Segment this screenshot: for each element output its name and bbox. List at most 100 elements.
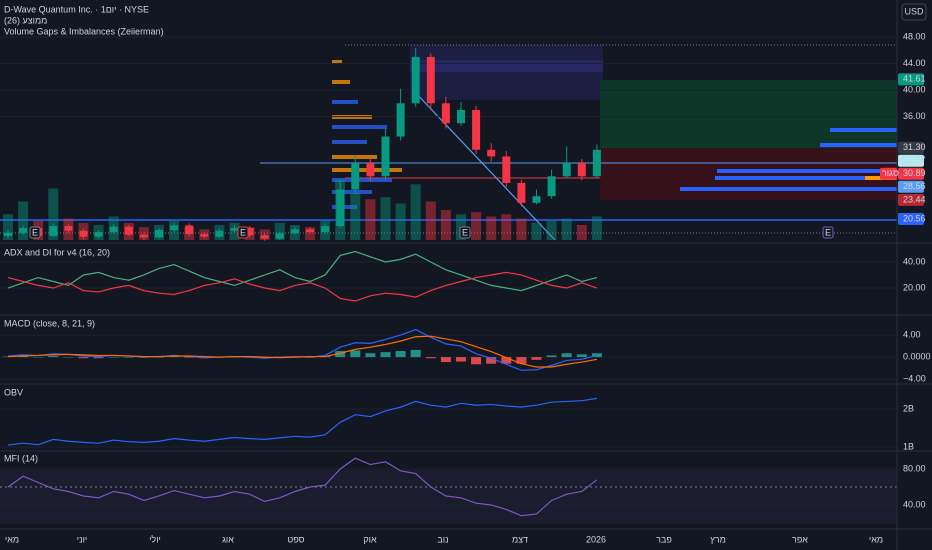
candle-body [155, 230, 163, 238]
indicator-line [7, 250, 598, 292]
y-tick-label: 48.00 [903, 31, 926, 41]
volume-bar [516, 218, 527, 240]
price-badge [898, 154, 924, 167]
earnings-label: E [462, 227, 468, 237]
y-tick-label: 2B [903, 403, 914, 413]
price-badge [898, 213, 924, 226]
histogram-bar [456, 357, 466, 362]
candle-body [185, 225, 194, 235]
candle-body [4, 232, 12, 237]
candle-body [215, 230, 224, 237]
candle-body [487, 149, 496, 157]
y-tick-label: 40.00 [903, 256, 926, 266]
volume-bar [425, 201, 436, 240]
price-badge-label: 31.27 [903, 155, 926, 165]
x-tick-label: ספט [287, 534, 304, 544]
target-zone [600, 80, 897, 148]
imbalance-zone [410, 45, 603, 100]
x-tick-label: מרץ [710, 534, 726, 544]
pane-title: OBV [4, 387, 23, 397]
volume-bar [365, 199, 376, 240]
histogram-bar [350, 350, 361, 358]
earnings-label: E [32, 227, 38, 237]
candle-body [290, 229, 299, 234]
volume-bar [501, 214, 512, 240]
histogram-bar [365, 353, 376, 358]
candle-body [532, 196, 541, 203]
currency-box[interactable] [901, 3, 927, 21]
histogram-bar [471, 357, 482, 365]
candle-body [19, 228, 28, 233]
indicator-label: Volume Gaps & Imbalances (Zeiierman) [4, 26, 164, 36]
volume-bar [380, 197, 391, 240]
y-tick-label: 0.0000 [903, 351, 931, 361]
candle-body [170, 225, 179, 231]
candle-body [472, 109, 481, 150]
volume-bar [531, 222, 542, 240]
histogram-bar [395, 351, 406, 358]
candle-body [64, 226, 73, 231]
candle-body [381, 136, 390, 177]
indicator-line [7, 397, 597, 446]
price-badge [898, 193, 924, 206]
candle-body [245, 228, 254, 236]
x-tick-label: אוק [363, 534, 377, 544]
price-badge-label: 28.56 [903, 181, 926, 191]
candle-body [366, 163, 375, 177]
candle-body [94, 232, 103, 237]
histogram-bar [93, 357, 104, 359]
price-badge [898, 167, 924, 180]
volume-bar [546, 220, 557, 240]
earnings-icon [459, 226, 471, 239]
pane-title: ADX and DI for v4 (16, 20) [4, 247, 110, 257]
histogram-bar [501, 357, 512, 364]
pane-title: MFI (14) [4, 453, 38, 463]
volume-bar [471, 212, 482, 240]
x-tick-label: דצמ [512, 534, 528, 544]
candle-body [457, 109, 465, 124]
symbol-title: D-Wave Quantum Inc. · 1יום · NYSE [4, 4, 149, 14]
y-tick-label: −4.00 [903, 374, 926, 384]
x-tick-label: מאי [869, 534, 883, 544]
candle-body [321, 226, 330, 233]
candle-body [139, 234, 148, 238]
earnings-icon [822, 226, 834, 239]
pane-title: MACD (close, 8, 21, 9) [4, 318, 95, 328]
currency[interactable]: USD [904, 6, 924, 16]
earnings-label: E [825, 227, 831, 237]
histogram-bar [486, 357, 497, 364]
histogram-bar [184, 357, 195, 358]
volume-bar [561, 218, 572, 240]
candle-body [502, 156, 511, 183]
earnings-icon [237, 226, 249, 239]
gap-bar [680, 187, 897, 191]
candle-body [275, 233, 284, 239]
price-badge-tag [880, 167, 897, 180]
volume-bar [486, 216, 497, 240]
candle-body [124, 226, 133, 235]
histogram-bar [154, 357, 164, 358]
candle-body [49, 226, 58, 237]
candle-body [260, 235, 269, 239]
price-badge-label: 20.56 [903, 213, 926, 223]
candle-body [109, 226, 118, 233]
histogram-bar [123, 357, 134, 358]
histogram-bar [169, 356, 180, 358]
y-tick-label: 20.00 [903, 282, 926, 292]
candle-body [79, 230, 88, 237]
histogram-bar [546, 355, 557, 358]
volume-bar [395, 203, 406, 240]
gap-bar [715, 176, 865, 180]
histogram-bar [33, 357, 44, 358]
mfi-band [0, 470, 897, 524]
histogram-bar [3, 356, 13, 358]
x-tick-label: אפר [792, 534, 808, 544]
price-badge [898, 73, 924, 86]
histogram-bar [335, 351, 346, 358]
candle-body [411, 56, 420, 104]
imbalance-zone [410, 60, 603, 72]
candle-body [592, 149, 601, 177]
price-badge [898, 141, 924, 154]
y-tick-label: 40.00 [903, 499, 926, 509]
